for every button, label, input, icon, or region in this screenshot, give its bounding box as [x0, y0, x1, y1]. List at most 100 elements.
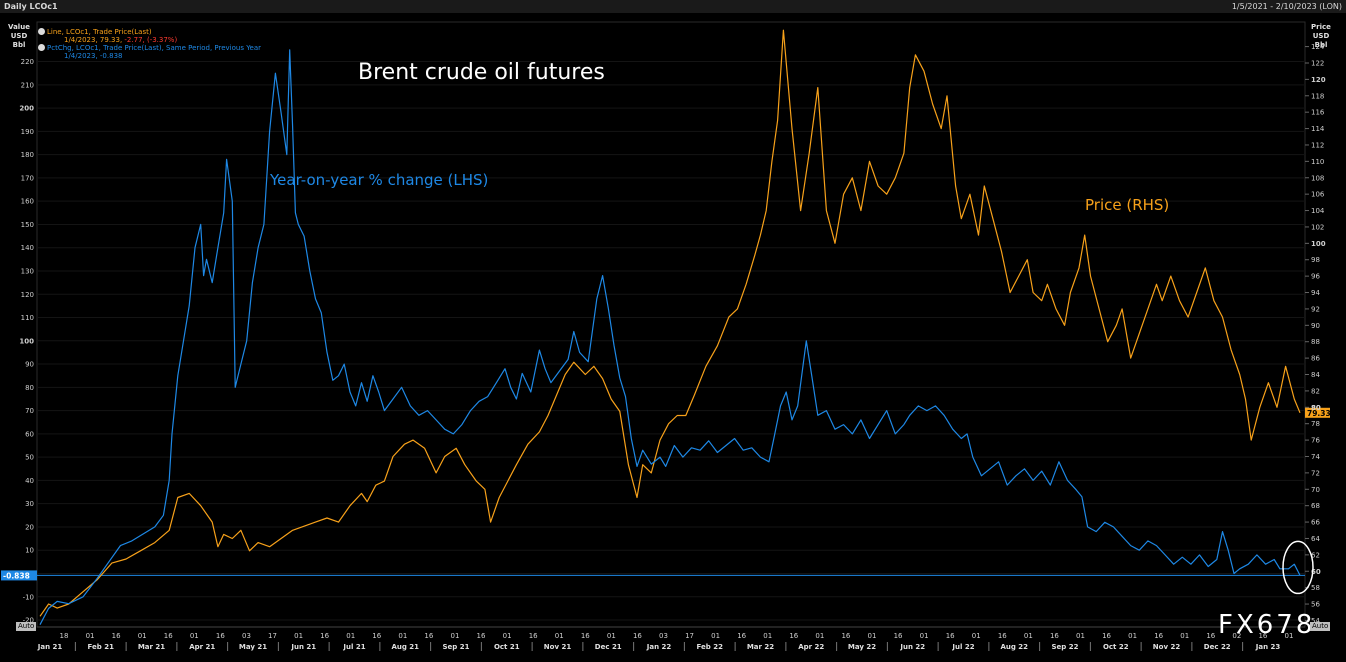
x-month-label: Nov 22 [1153, 643, 1181, 651]
last-price-badge [1305, 407, 1330, 418]
lhs-tick-label: 80 [25, 384, 34, 392]
x-day-tick-label: 16 [894, 632, 903, 640]
x-month-label: Feb 22 [697, 643, 724, 651]
legend-item-price[interactable]: Line, LCOc1, Trade Price(Last) [38, 28, 261, 36]
lhs-tick-label: 170 [21, 174, 34, 182]
x-month-label: Oct 22 [1103, 643, 1129, 651]
rhs-tick-label: 60 [1311, 568, 1321, 576]
rhs-tick-label: 54 [1311, 617, 1320, 625]
x-month-label: Apr 21 [189, 643, 215, 651]
last-price-label: 79.33 [1307, 409, 1331, 418]
series-group: -0.838 [1, 29, 1305, 625]
legend-item-yoy[interactable]: PctChg, LCOc1, Trade Price(Last), Same P… [38, 44, 261, 52]
top-bar: Daily LCOc1 1/5/2021 - 2/10/2023 (LON) [0, 0, 1346, 13]
x-day-tick-label: 16 [372, 632, 381, 640]
x-day-tick-label: 16 [1206, 632, 1215, 640]
legend-price-date: 1/4/2023, [64, 36, 98, 44]
legend-price-value: 79.33, [99, 36, 123, 44]
legend-price-change: -2.77, (-3.37%) [124, 36, 178, 44]
rhs-tick-label: 62 [1311, 551, 1320, 559]
auto-scale-left-button[interactable]: Auto [16, 622, 37, 631]
lhs-tick-label: 200 [19, 105, 34, 113]
chart-title: Brent crude oil futures [358, 60, 605, 85]
left-unit-line: Bbl [12, 41, 26, 49]
lhs-tick-label: 20 [25, 523, 34, 531]
lhs-tick-label: 10 [25, 547, 34, 555]
x-month-label: Aug 22 [1000, 643, 1028, 651]
x-day-tick-label: 01 [346, 632, 355, 640]
x-day-tick-label: 16 [1258, 632, 1267, 640]
x-day-tick-label: 16 [1102, 632, 1111, 640]
x-day-tick-label: 01 [763, 632, 772, 640]
x-day-tick-label: 01 [190, 632, 199, 640]
x-day-tick-label: 01 [1180, 632, 1189, 640]
x-month-label: Jan 23 [1255, 643, 1281, 651]
lhs-tick-label: 50 [25, 454, 34, 462]
rhs-tick-label: 114 [1311, 125, 1325, 133]
rhs-tick-label: 88 [1311, 338, 1320, 346]
lhs-tick-label: 90 [25, 361, 34, 369]
x-day-tick-label: 16 [477, 632, 486, 640]
rhs-tick-label-80: 80 [1311, 404, 1321, 412]
lhs-tick-label: 70 [25, 407, 34, 415]
price-series-line [39, 29, 1301, 617]
x-day-tick-label: 01 [1128, 632, 1137, 640]
annotation-rhs: Price (RHS) [1085, 196, 1170, 214]
reference-value-label: -0.838 [3, 571, 30, 580]
rhs-tick-label: 110 [1311, 158, 1324, 166]
rhs-tick-label: 124 [1311, 43, 1325, 51]
right-axis-unit: Price USD Bbl [1306, 23, 1336, 50]
right-unit-line: USD [1312, 32, 1330, 40]
right-unit-line: Price [1311, 23, 1331, 31]
rhs-tick-label: 82 [1311, 387, 1320, 395]
x-month-label: Sep 22 [1052, 643, 1079, 651]
x-month-label: Dec 21 [595, 643, 622, 651]
rhs-tick-label: 108 [1311, 174, 1324, 182]
rhs-tick-label: 68 [1311, 502, 1320, 510]
auto-scale-right-button[interactable]: Auto [1310, 622, 1331, 631]
legend-price-values: 1/4/2023, 79.33, -2.77, (-3.37%) [38, 36, 261, 44]
left-axis: -20-100102030405060708090100110120130140… [19, 58, 1305, 625]
toggle-icon[interactable] [38, 44, 45, 51]
toggle-icon[interactable] [38, 28, 45, 35]
x-month-label: Jun 21 [290, 643, 316, 651]
x-day-tick-label: 02 [1232, 632, 1241, 640]
rhs-tick-label: 112 [1311, 141, 1324, 149]
x-month-label: Dec 22 [1204, 643, 1231, 651]
x-month-label: Apr 22 [798, 643, 824, 651]
rhs-tick-label: 122 [1311, 59, 1324, 67]
rhs-tick-label: 94 [1311, 289, 1320, 297]
right-axis: 54 56 58 60 62 64 66 68 70 72 74 76 78 80 82 84 86 88 90 92… [1305, 43, 1326, 625]
x-day-tick-label: 03 [659, 632, 668, 640]
lhs-tick-label: 40 [25, 477, 34, 485]
rhs-tick-label: 56 [1311, 601, 1320, 609]
legend-yoy-name: PctChg, LCOc1, Trade Price(Last), Same P… [47, 44, 262, 52]
lhs-tick-label: 130 [21, 267, 34, 275]
x-month-label: Jul 22 [951, 643, 974, 651]
x-day-tick-label: 16 [633, 632, 642, 640]
x-day-tick-label: 16 [581, 632, 590, 640]
left-axis-unit: Value USD Bbl [2, 23, 36, 50]
rhs-tick-label: 100 [1311, 240, 1326, 248]
x-day-tick-label: 16 [112, 632, 121, 640]
x-day-tick-label: 17 [268, 632, 277, 640]
rhs-tick-label: 64 [1311, 535, 1320, 543]
x-day-tick-label: 16 [320, 632, 329, 640]
right-unit-line: Bbl [1314, 41, 1328, 49]
x-month-label: Nov 21 [544, 643, 572, 651]
legend: Line, LCOc1, Trade Price(Last) 1/4/2023,… [38, 28, 261, 60]
rhs-tick-label: 102 [1311, 223, 1324, 231]
x-day-tick-label: 16 [998, 632, 1007, 640]
yoy-series-line [39, 49, 1301, 625]
x-day-tick-label: 01 [815, 632, 824, 640]
x-month-label: Jun 22 [899, 643, 925, 651]
x-month-label: Feb 21 [88, 643, 115, 651]
lhs-tick-label: 30 [25, 500, 34, 508]
x-day-tick-label: 01 [555, 632, 564, 640]
rhs-tick-label: 120 [1311, 76, 1326, 84]
rhs-tick-label: 116 [1311, 109, 1325, 117]
x-day-tick-label: 01 [86, 632, 95, 640]
left-unit-line: USD [10, 32, 28, 40]
x-day-tick-label: 16 [1050, 632, 1059, 640]
